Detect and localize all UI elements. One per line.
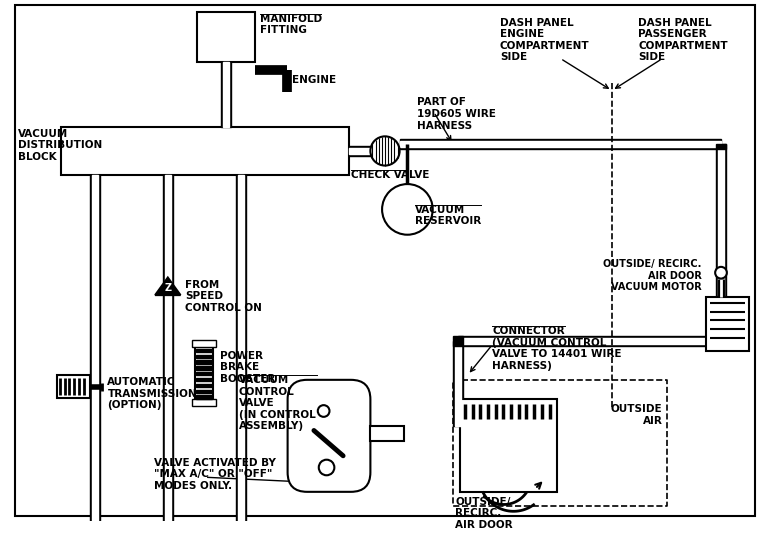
Text: VALVE ACTIVATED BY
"MAX A/C" OR "OFF"
MODES ONLY.: VALVE ACTIVATED BY "MAX A/C" OR "OFF" MO…	[154, 458, 276, 491]
Polygon shape	[400, 141, 721, 147]
Bar	[192, 340, 216, 347]
Polygon shape	[196, 384, 212, 387]
Polygon shape	[349, 148, 370, 154]
Circle shape	[319, 460, 334, 475]
Text: VACUUM
RESERVOIR: VACUUM RESERVOIR	[415, 204, 481, 226]
Polygon shape	[236, 175, 246, 521]
Text: ENGINE: ENGINE	[293, 75, 336, 85]
Polygon shape	[90, 175, 99, 521]
Text: CHECK VALVE: CHECK VALVE	[351, 171, 430, 180]
Polygon shape	[196, 378, 212, 381]
Text: FROM
SPEED
CONTROL ON: FROM SPEED CONTROL ON	[186, 279, 263, 313]
Polygon shape	[716, 144, 726, 341]
Polygon shape	[454, 341, 463, 401]
Polygon shape	[196, 349, 212, 352]
Text: AUTOMATIC
TRANSMISSION
(OPTION): AUTOMATIC TRANSMISSION (OPTION)	[108, 377, 197, 410]
Text: PART OF
19D605 WIRE
HARNESS: PART OF 19D605 WIRE HARNESS	[417, 97, 496, 131]
FancyBboxPatch shape	[288, 380, 370, 492]
Circle shape	[715, 267, 727, 279]
Polygon shape	[455, 401, 461, 426]
Bar	[192, 399, 216, 406]
Bar	[197, 12, 256, 63]
Text: MANIFOLD
FITTING: MANIFOLD FITTING	[260, 13, 323, 35]
Circle shape	[370, 136, 400, 165]
Polygon shape	[716, 336, 726, 341]
Polygon shape	[718, 144, 724, 341]
Circle shape	[382, 184, 433, 235]
Polygon shape	[196, 355, 212, 358]
Polygon shape	[92, 175, 98, 521]
Text: OUTSIDE/
RECIRC.
AIR DOOR: OUTSIDE/ RECIRC. AIR DOOR	[455, 496, 513, 530]
Bar	[57, 375, 90, 399]
Text: Z: Z	[164, 283, 172, 293]
Polygon shape	[196, 372, 212, 376]
Bar	[61, 127, 349, 175]
Bar	[370, 426, 404, 441]
Polygon shape	[716, 144, 726, 149]
Text: CONNECTOR
(VACUUM CONTROL
VALVE TO 14401 WIRE
HARNESS): CONNECTOR (VACUUM CONTROL VALVE TO 14401…	[492, 326, 621, 371]
Polygon shape	[454, 336, 463, 346]
Polygon shape	[454, 401, 463, 426]
Polygon shape	[458, 338, 721, 344]
Bar	[706, 297, 749, 350]
Text: VACUUM
DISTRIBUTION
BLOCK: VACUUM DISTRIBUTION BLOCK	[18, 128, 102, 162]
Polygon shape	[165, 175, 171, 521]
Polygon shape	[196, 395, 212, 399]
Text: VACUUM
CONTROL
VALVE
(IN CONTROL
ASSEMBLY): VACUUM CONTROL VALVE (IN CONTROL ASSEMBL…	[239, 375, 316, 431]
Polygon shape	[455, 341, 461, 401]
Bar	[460, 399, 557, 492]
Polygon shape	[163, 175, 172, 521]
Circle shape	[318, 405, 330, 417]
Polygon shape	[196, 361, 212, 364]
Text: DASH PANEL
ENGINE
COMPARTMENT
SIDE: DASH PANEL ENGINE COMPARTMENT SIDE	[500, 18, 590, 63]
Polygon shape	[155, 278, 180, 295]
Polygon shape	[223, 63, 229, 127]
Polygon shape	[196, 389, 212, 393]
Text: POWER
BRAKE
BOOSTER: POWER BRAKE BOOSTER	[220, 350, 276, 384]
Bar	[195, 346, 213, 399]
Polygon shape	[458, 336, 721, 346]
Polygon shape	[400, 139, 721, 149]
Text: OUTSIDE
AIR: OUTSIDE AIR	[611, 404, 662, 426]
Polygon shape	[222, 63, 231, 127]
Polygon shape	[196, 366, 212, 370]
Polygon shape	[238, 175, 244, 521]
Polygon shape	[349, 146, 370, 156]
Text: OUTSIDE/ RECIRC.
AIR DOOR
VACUUM MOTOR: OUTSIDE/ RECIRC. AIR DOOR VACUUM MOTOR	[603, 259, 701, 292]
Text: DASH PANEL
PASSENGER
COMPARTMENT
SIDE: DASH PANEL PASSENGER COMPARTMENT SIDE	[638, 18, 728, 63]
